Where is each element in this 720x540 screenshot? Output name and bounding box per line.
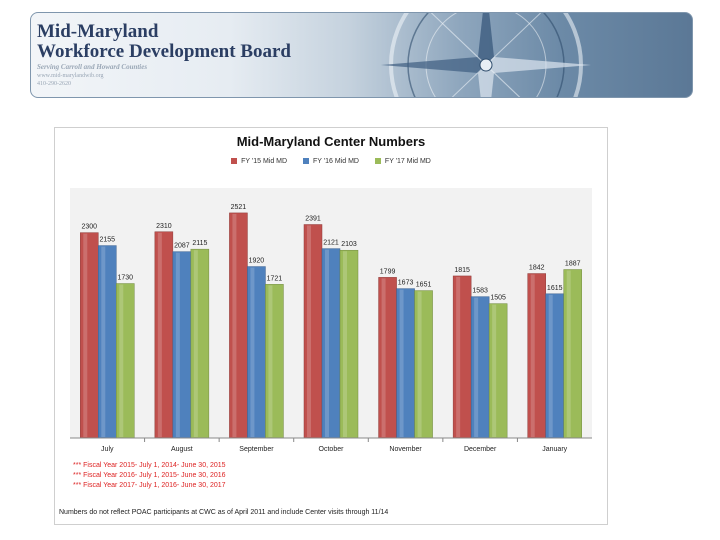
bar-highlight: [193, 250, 198, 437]
data-label: 1505: [490, 295, 506, 302]
bar: [154, 231, 174, 439]
legend-item-fy16: FY '16 Mid MD: [303, 158, 359, 165]
bar: [98, 245, 117, 439]
bar: [378, 277, 397, 439]
fiscal-note: *** Fiscal Year 2015- July 1, 2014- June…: [73, 462, 226, 469]
bar-highlight: [83, 233, 88, 437]
bar-highlight: [548, 294, 553, 437]
bar: [116, 283, 135, 439]
data-label: 2087: [174, 243, 190, 250]
bar-highlight: [101, 246, 106, 437]
bar: [80, 232, 99, 439]
data-label: 1920: [249, 258, 265, 265]
data-label: 1815: [454, 267, 470, 274]
compass-graphic-icon: [381, 13, 591, 97]
x-tick-label: August: [171, 446, 193, 453]
bar: [488, 303, 508, 439]
data-label: 2521: [231, 204, 247, 211]
bar-highlight: [307, 225, 311, 437]
bar-highlight: [417, 291, 422, 437]
data-label: 2300: [81, 224, 97, 231]
data-label: 1799: [380, 268, 396, 275]
bar-highlight: [157, 232, 162, 437]
bar-highlight: [325, 249, 329, 437]
fiscal-note: *** Fiscal Year 2016- July 1, 2015- June…: [73, 472, 226, 479]
org-phone: 410-290-2620: [37, 81, 71, 87]
bar-highlight: [492, 304, 497, 437]
bar-highlight: [232, 213, 237, 437]
bar: [190, 248, 210, 439]
org-title-line1: Mid-Maryland: [37, 21, 159, 42]
data-label: 2121: [323, 240, 339, 247]
data-label: 1615: [547, 285, 563, 292]
bar: [303, 224, 323, 439]
bar-highlight: [530, 274, 535, 437]
chart-legend: FY '15 Mid MD FY '16 Mid MD FY '17 Mid M…: [55, 158, 607, 165]
bar-highlight: [474, 297, 479, 437]
bar-highlight: [119, 284, 124, 437]
data-label: 1887: [565, 261, 581, 268]
bar: [172, 251, 192, 439]
org-title-line2: Workforce Development Board: [37, 41, 291, 62]
data-label: 2391: [305, 216, 321, 223]
bar: [470, 296, 490, 439]
bar: [527, 273, 546, 439]
bar: [229, 212, 248, 439]
bar-highlight: [456, 276, 461, 437]
chart-title: Mid-Maryland Center Numbers: [236, 134, 426, 149]
bar: [339, 249, 359, 439]
data-label: 1583: [472, 288, 488, 295]
legend-item-fy15: FY '15 Mid MD: [231, 158, 287, 165]
data-label: 1673: [398, 280, 414, 287]
legend-item-fy17: FY '17 Mid MD: [374, 158, 431, 165]
bar: [321, 248, 341, 439]
x-tick-label: December: [464, 446, 497, 453]
x-tick-label: September: [239, 446, 274, 453]
x-tick-label: July: [101, 446, 114, 453]
fiscal-year-notes: *** Fiscal Year 2015- July 1, 2014- June…: [73, 461, 226, 491]
data-label: 1651: [416, 282, 432, 289]
x-tick-label: November: [389, 446, 422, 453]
header-banner: Mid-Maryland Workforce Development Board…: [30, 12, 693, 98]
bar-highlight: [566, 270, 571, 437]
bar: [247, 266, 266, 439]
x-tick-label: January: [542, 446, 567, 453]
data-label: 1730: [117, 275, 133, 282]
bar-highlight: [175, 252, 180, 437]
legend-label: FY '17 Mid MD: [384, 158, 431, 165]
bar-highlight: [381, 278, 386, 437]
chart-footnote: Numbers do not reflect POAC participants…: [59, 509, 389, 516]
bar-highlight: [250, 267, 255, 437]
data-label: 1842: [529, 265, 545, 272]
org-subtitle: Serving Carroll and Howard Counties: [37, 63, 148, 71]
data-label: 2310: [156, 223, 172, 230]
bar: [396, 288, 415, 439]
bar-highlight: [343, 251, 347, 437]
bar-highlight: [268, 285, 273, 437]
chart-frame: Mid-Maryland Center Numbers FY '15 Mid M…: [54, 127, 608, 525]
legend-label: FY '15 Mid MD: [241, 158, 288, 165]
data-label: 2103: [341, 241, 357, 248]
legend-label: FY '16 Mid MD: [313, 158, 359, 165]
bar: [452, 275, 472, 439]
bar-highlight: [399, 289, 404, 437]
data-label: 1721: [267, 275, 283, 282]
bar: [563, 269, 582, 439]
fiscal-note: *** Fiscal Year 2017- July 1, 2016- June…: [73, 482, 226, 489]
x-tick-label: October: [319, 446, 345, 453]
bar: [545, 293, 564, 439]
data-label: 2155: [99, 237, 115, 244]
bar: [265, 284, 284, 439]
org-website: www.mid-marylandwib.org: [37, 73, 104, 79]
bar: [414, 290, 433, 439]
data-label: 2115: [192, 240, 207, 247]
